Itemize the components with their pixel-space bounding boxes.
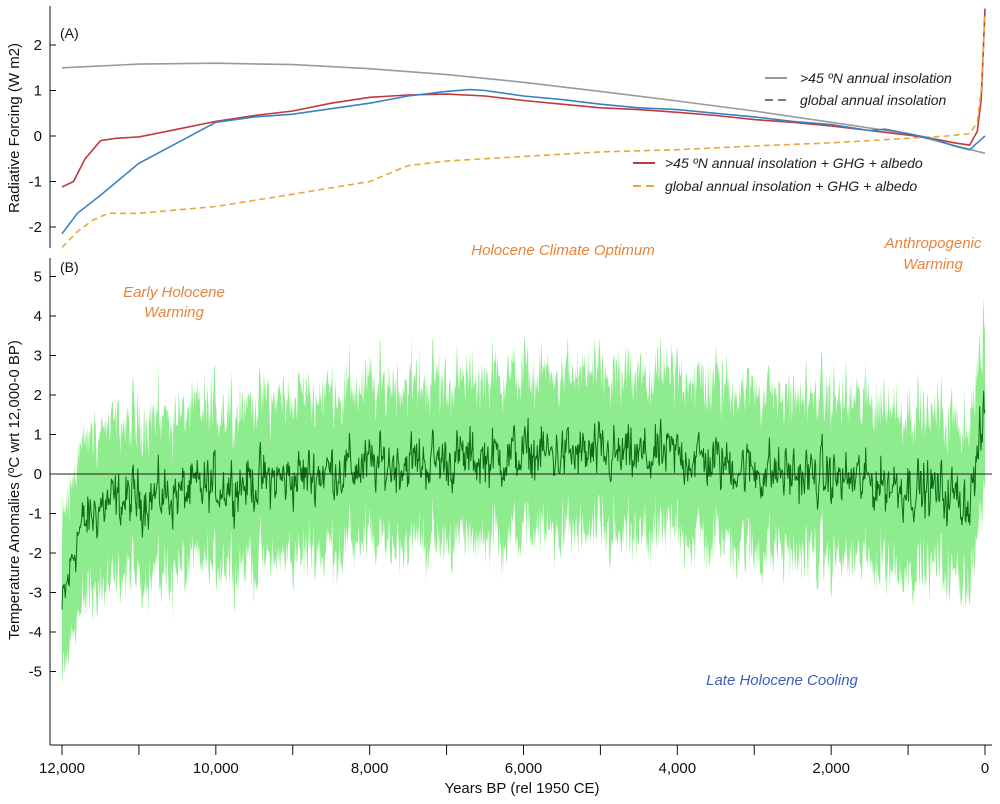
panel-a-series-line-3: [61, 13, 986, 249]
panel-b-y-tick-label: -3: [29, 585, 42, 602]
panel-b-y-axis-label: Temperature Anomalies (ºC wrt 12,000-0 B…: [6, 340, 23, 640]
panel-b-y-ticks: 5 4 3 2 1 0 -1 -2 -3 -4 -5: [29, 269, 56, 681]
legend-label-global-insolation: global annual insolation: [800, 92, 947, 108]
panel-b-y-tick-label: 0: [34, 466, 42, 483]
x-tick-label: 12,000: [39, 760, 85, 777]
annotation-climate-optimum: Holocene Climate Optimum: [471, 242, 654, 259]
panel-a-series-line-0: [61, 62, 986, 155]
x-tick-label: 4,000: [659, 760, 697, 777]
panel-b-y-tick-label: -4: [29, 624, 42, 641]
x-tick-label: 10,000: [193, 760, 239, 777]
panel-b-uncertainty-band: [62, 296, 985, 684]
panel-b-y-tick-label: 5: [34, 269, 42, 286]
x-axis: 12,000 10,000 8,000 6,000 4,000 2,000 0 Years …: [39, 744, 992, 797]
panel-b: (B) 5 4 3 2 1 0 -1 -2 -3 -4 -5 Temperature Anomali…: [6, 235, 992, 745]
legend-label-nh-insolation: >45 ºN annual insolation: [800, 70, 952, 86]
panel-b-y-tick-label: 1: [34, 427, 42, 444]
panel-b-y-tick-label: -1: [29, 506, 42, 523]
panel-b-mean-series: [61, 390, 986, 610]
uncertainty-band-area: [62, 296, 985, 684]
x-tick-label: 6,000: [505, 760, 543, 777]
panel-a-series: [61, 8, 986, 249]
panel-a-y-tick-label: 2: [34, 37, 42, 54]
x-tick-label: 2,000: [812, 760, 850, 777]
panel-b-y-tick-label: -5: [29, 664, 42, 681]
panel-a-y-tick-label: -1: [29, 174, 42, 191]
panel-a-y-tick-label: -2: [29, 219, 42, 236]
panel-b-y-tick-label: 2: [34, 387, 42, 404]
x-axis-label: Years BP (rel 1950 CE): [444, 780, 599, 797]
panel-a-series-line-4: [61, 88, 986, 235]
panel-a: (A) 2 1 0 -1 -2 Radiative Forcing (W m2) >45…: [6, 6, 986, 249]
legend-label-global-forcing: global annual insolation + GHG + albedo: [665, 178, 917, 194]
legend-label-nh-forcing: >45 ºN annual insolation + GHG + albedo: [665, 155, 923, 171]
legend-forcing: >45 ºN annual insolation + GHG + albedo …: [633, 155, 923, 194]
panel-b-label: (B): [60, 259, 79, 275]
x-tick-label: 0: [981, 760, 989, 777]
panel-a-series-line-2: [61, 8, 986, 188]
panel-a-y-ticks: 2 1 0 -1 -2: [29, 37, 56, 236]
panel-b-y-tick-label: 3: [34, 348, 42, 365]
annotation-anthropogenic-2: Warming: [903, 256, 963, 273]
legend-insolation: >45 ºN annual insolation global annual i…: [765, 70, 952, 108]
annotation-early-holocene-2: Warming: [144, 304, 204, 321]
annotation-anthropogenic-1: Anthropogenic: [884, 235, 982, 252]
panel-a-y-tick-label: 0: [34, 128, 42, 145]
x-ticks: 12,000 10,000 8,000 6,000 4,000 2,000 0: [39, 745, 989, 777]
panel-b-y-tick-label: 4: [34, 308, 42, 325]
panel-a-y-tick-label: 1: [34, 83, 42, 100]
panel-a-label: (A): [60, 25, 79, 41]
panel-b-y-tick-label: -2: [29, 545, 42, 562]
x-tick-label: 8,000: [351, 760, 389, 777]
temperature-anomaly-line: [61, 390, 986, 610]
annotation-early-holocene-1: Early Holocene: [123, 284, 225, 301]
panel-a-y-axis-label: Radiative Forcing (W m2): [6, 43, 23, 213]
annotation-late-holocene-cooling: Late Holocene Cooling: [706, 672, 858, 689]
